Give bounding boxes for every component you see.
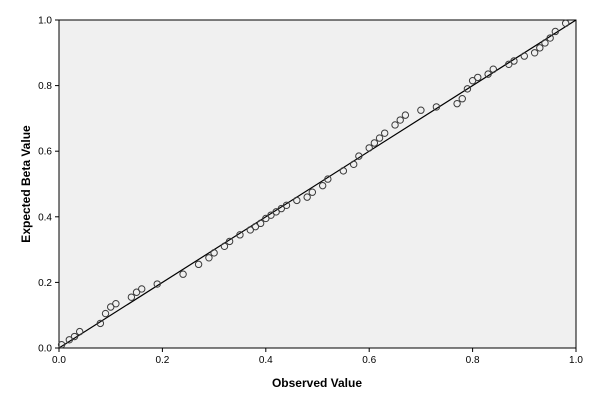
data-point (138, 285, 146, 293)
x-tick-label: 0.6 (362, 355, 376, 366)
x-axis-ticks: 0.0 0.2 0.4 0.6 0.8 1.0 (52, 348, 583, 366)
data-point (463, 85, 472, 93)
data-point (536, 44, 544, 52)
data-point (396, 116, 404, 124)
data-point (256, 219, 265, 228)
data-point (530, 49, 539, 57)
data-point (70, 332, 79, 341)
data-point (132, 288, 141, 296)
data-point (127, 293, 136, 301)
data-point (220, 242, 229, 251)
data-point (551, 27, 560, 36)
data-point (262, 214, 270, 223)
data-point (251, 222, 260, 231)
data-point (417, 106, 425, 114)
data-point (365, 144, 373, 152)
data-point (432, 103, 441, 111)
data-point (339, 167, 348, 175)
data-point (194, 260, 203, 269)
data-point (277, 204, 286, 213)
y-tick-label: 0.4 (38, 212, 52, 223)
x-tick-label: 0.2 (155, 355, 169, 366)
data-point (179, 270, 187, 278)
data-point (225, 237, 234, 246)
data-point (484, 70, 492, 78)
x-axis-title: Observed Value (272, 376, 362, 390)
data-point (474, 73, 482, 82)
x-tick-label: 0.4 (259, 355, 273, 366)
x-tick-label: 0.0 (52, 355, 66, 366)
data-point (272, 208, 280, 216)
data-point (236, 231, 244, 239)
data-point (65, 336, 74, 344)
data-point (375, 134, 384, 142)
data-point (505, 60, 513, 68)
data-point (453, 99, 461, 108)
data-point (370, 139, 379, 147)
data-point (293, 196, 301, 205)
y-tick-label: 0.6 (38, 147, 52, 158)
data-point (381, 129, 389, 137)
data-point (267, 211, 275, 219)
data-point (458, 95, 466, 103)
x-tick-label: 1.0 (569, 355, 583, 366)
data-point (246, 226, 254, 234)
data-point (324, 175, 332, 183)
data-point (101, 309, 110, 318)
data-point (57, 341, 66, 349)
data-point (546, 34, 554, 42)
data-point (318, 181, 327, 190)
data-points (57, 19, 570, 349)
data-point (510, 57, 518, 65)
data-point (561, 19, 570, 27)
data-point (303, 193, 311, 201)
data-point (210, 249, 218, 257)
y-axis-ticks: 0.0 0.2 0.4 0.6 0.8 1.0 (38, 16, 59, 355)
x-tick-label: 0.8 (466, 355, 480, 366)
data-point (107, 303, 115, 311)
data-point (355, 152, 363, 160)
data-point (153, 280, 161, 288)
data-point (468, 76, 477, 85)
data-point (401, 111, 410, 119)
data-point (75, 327, 84, 336)
reference-line (58, 19, 577, 349)
y-tick-label: 0.2 (38, 278, 52, 289)
data-point (520, 52, 528, 60)
y-tick-label: 0.8 (38, 81, 52, 92)
data-point (96, 319, 105, 328)
y-tick-label: 0.0 (38, 344, 52, 355)
data-point (541, 39, 549, 47)
y-axis-title: Expected Beta Value (19, 125, 33, 243)
y-tick-label: 1.0 (38, 16, 52, 27)
data-point (349, 160, 358, 169)
data-point (489, 65, 497, 73)
data-point (391, 121, 399, 129)
data-point (308, 188, 317, 196)
data-point (282, 201, 291, 210)
data-point (205, 254, 213, 262)
data-point (112, 300, 120, 308)
